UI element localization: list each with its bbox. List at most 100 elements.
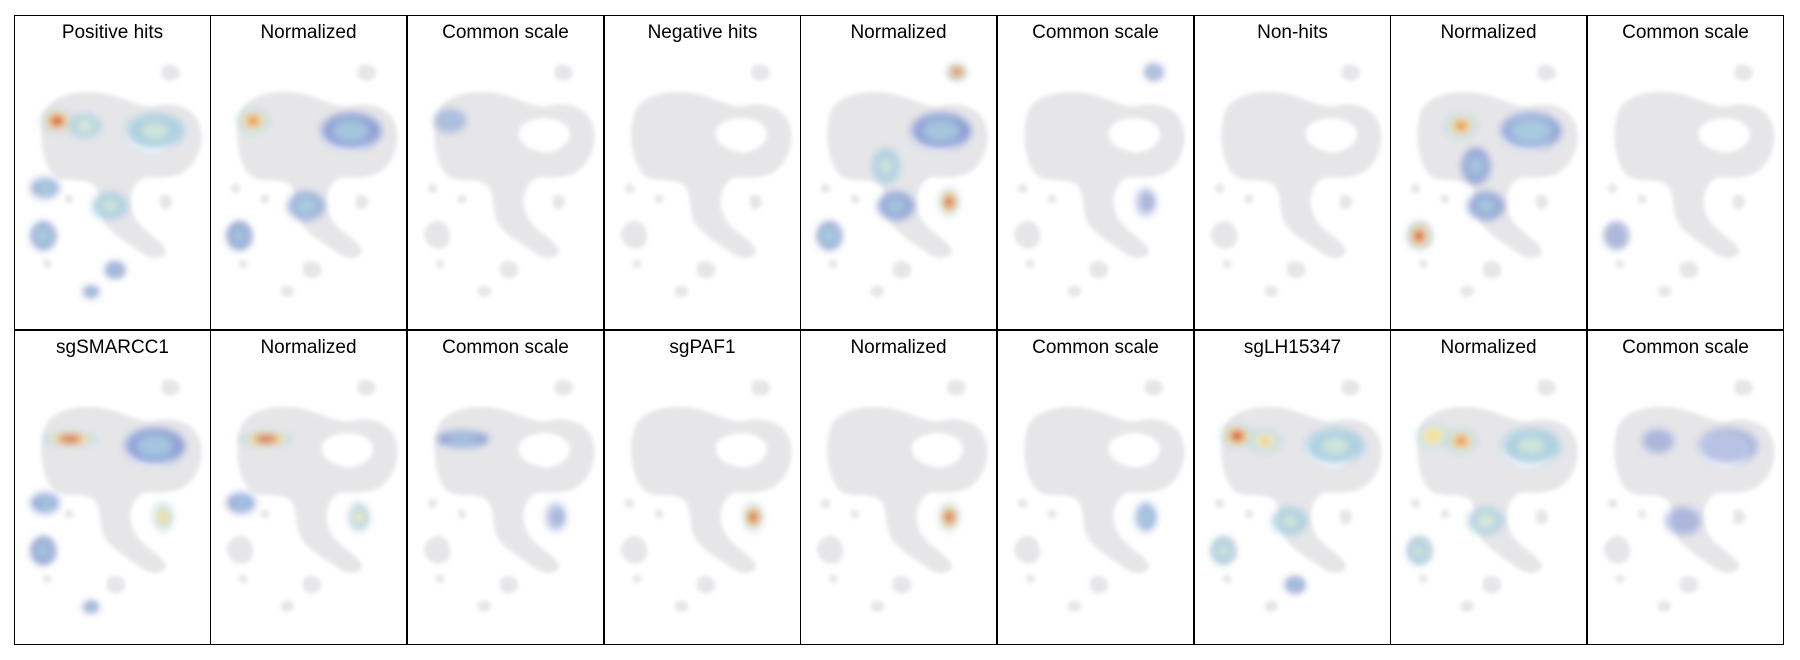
- umap-cell-cloud: [821, 183, 831, 193]
- umap-cell-cloud: [303, 261, 322, 279]
- umap-cell-cloud: [357, 379, 376, 396]
- umap-cell-cloud: [1013, 535, 1041, 564]
- density-mark: [1517, 122, 1545, 140]
- density-plot: [1013, 63, 1185, 297]
- umap-cell-cloud: [423, 220, 451, 249]
- panel-title: Common scale: [1622, 337, 1749, 358]
- umap-panel: Normalized: [800, 330, 997, 645]
- density-plot: [1406, 64, 1578, 297]
- umap-cell-cloud: [239, 574, 248, 584]
- umap-cell-cloud: [1018, 498, 1028, 508]
- umap-cell-cloud: [65, 194, 74, 204]
- umap-cell-cloud: [1411, 183, 1421, 193]
- umap-cell-cloud: [1221, 91, 1382, 258]
- density-hotspots: [1136, 503, 1156, 531]
- umap-cell-cloud: [1658, 285, 1672, 297]
- density-plot: [816, 63, 988, 297]
- umap-panel: Common scale: [997, 330, 1194, 645]
- umap-cell-cloud: [821, 498, 831, 508]
- umap-cell-cloud: [829, 574, 838, 584]
- umap-cell-cloud: [261, 509, 270, 519]
- panel-title: Normalized: [260, 22, 357, 43]
- umap-cell-cloud: [1483, 261, 1502, 279]
- density-mark: [1413, 544, 1425, 558]
- umap-cell-cloud: [281, 600, 295, 612]
- density-mark: [137, 435, 173, 457]
- umap-background: [1603, 64, 1775, 297]
- umap-cell-cloud: [655, 509, 664, 519]
- density-mark: [36, 497, 54, 509]
- density-hotspots: [1407, 113, 1561, 250]
- umap-cell-cloud: [554, 64, 573, 81]
- umap-cell-cloud: [1341, 64, 1360, 81]
- density-mark: [440, 113, 460, 129]
- density-mark: [1604, 222, 1628, 250]
- umap-cell-cloud: [436, 259, 445, 269]
- umap-cell-cloud: [751, 379, 770, 396]
- umap-cell-cloud: [161, 64, 180, 81]
- density-mark: [51, 117, 63, 125]
- umap-cell-cloud: [554, 379, 573, 396]
- umap-cell-cloud: [851, 194, 860, 204]
- panel-title: Common scale: [442, 22, 569, 43]
- density-mark: [953, 69, 961, 75]
- umap-cell-cloud: [1210, 220, 1238, 249]
- umap-cell-cloud: [625, 183, 635, 193]
- umap-cell-cloud: [655, 194, 664, 204]
- umap-background: [1210, 64, 1382, 297]
- density-plot: [423, 379, 595, 612]
- umap-cell-cloud: [1461, 285, 1475, 297]
- density-mark: [38, 183, 52, 193]
- density-mark: [247, 116, 259, 126]
- umap-cell-cloud: [1537, 64, 1556, 81]
- umap-panel: Negative hits: [604, 15, 801, 330]
- umap-cell-cloud: [1048, 509, 1057, 519]
- density-hotspots: [1642, 428, 1758, 535]
- umap-panel: Normalized: [1390, 15, 1587, 330]
- density-plot: [1603, 379, 1775, 612]
- density-mark: [1259, 436, 1271, 446]
- density-plot: [1603, 64, 1775, 297]
- umap-panel: sgLH15347: [1194, 330, 1391, 645]
- umap-cell-cloud: [1734, 64, 1753, 81]
- density-mark: [78, 121, 92, 131]
- umap-cell-cloud: [552, 194, 566, 210]
- umap-cell-cloud: [1024, 406, 1185, 573]
- density-plot: [226, 64, 398, 297]
- umap-panel: sgPAF1: [604, 330, 801, 645]
- umap-background: [816, 64, 988, 297]
- umap-ring-hole: [1108, 433, 1160, 468]
- density-mark: [1475, 197, 1497, 215]
- density-mark: [1281, 514, 1299, 528]
- umap-ring-hole: [911, 433, 963, 468]
- panel-title: Common scale: [1032, 22, 1159, 43]
- density-mark: [1136, 188, 1156, 216]
- panel-title: sgPAF1: [669, 337, 736, 358]
- density-plot: [1210, 64, 1382, 297]
- density-hotspots: [1136, 63, 1164, 216]
- umap-panel: Normalized: [800, 15, 997, 330]
- umap-cell-cloud: [478, 285, 492, 297]
- density-plot: [1210, 379, 1382, 612]
- umap-cell-cloud: [1441, 509, 1450, 519]
- umap-cell-cloud: [65, 509, 74, 519]
- density-hotspots: [31, 428, 185, 613]
- umap-cell-cloud: [893, 261, 912, 279]
- umap-cell-cloud: [1245, 509, 1254, 519]
- umap-panel: Normalized: [1390, 330, 1587, 645]
- density-mark: [35, 542, 51, 560]
- umap-cell-cloud: [1265, 600, 1279, 612]
- density-mark: [86, 288, 96, 296]
- umap-cell-cloud: [159, 194, 173, 210]
- umap-cell-cloud: [478, 600, 492, 612]
- umap-cell-cloud: [1616, 259, 1625, 269]
- density-mark: [257, 436, 275, 442]
- umap-ring-hole: [518, 118, 570, 153]
- density-mark: [109, 265, 121, 275]
- umap-cell-cloud: [749, 194, 763, 210]
- umap-cell-cloud: [816, 535, 844, 564]
- umap-cell-cloud: [1732, 194, 1746, 210]
- density-mark: [1289, 580, 1301, 590]
- umap-cell-cloud: [355, 194, 369, 210]
- umap-cell-cloud: [1215, 183, 1225, 193]
